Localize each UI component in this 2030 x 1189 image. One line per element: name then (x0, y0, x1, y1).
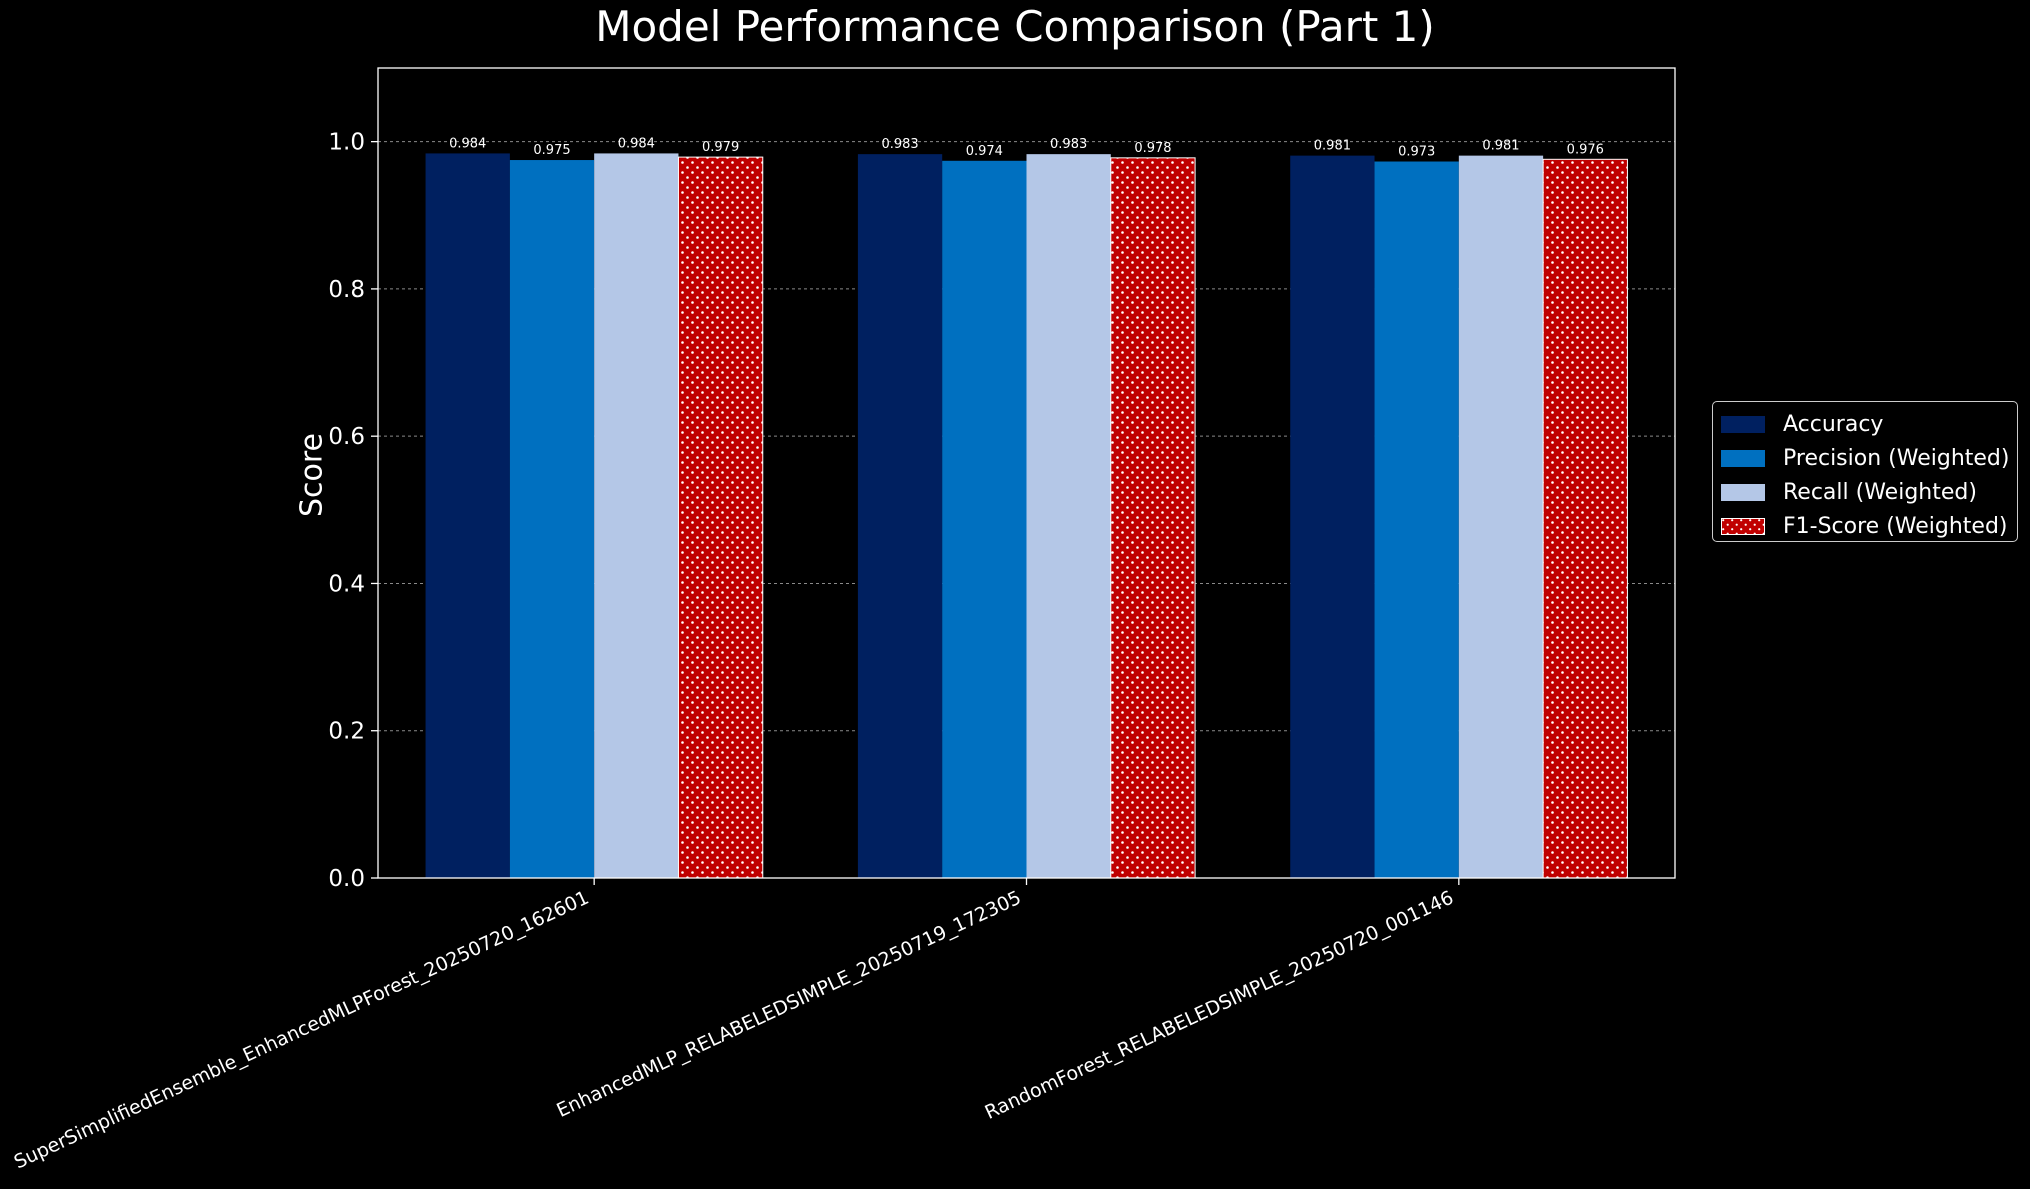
bar-precision-weighted-3 (1374, 161, 1459, 878)
data-label: 0.983 (881, 137, 918, 152)
bars (425, 153, 1628, 879)
y-tick-label: 0.6 (328, 424, 365, 450)
bar-f1-score-weighted-1 (677, 156, 764, 879)
data-labels: 0.984 0.975 0.984 0.979 0.983 0.974 0.983 0.978… (449, 136, 1604, 159)
legend-label-recall: Recall (Weighted) (1783, 479, 1977, 505)
bar-accuracy-2 (857, 154, 943, 878)
data-label: 0.983 (1050, 137, 1087, 152)
legend-swatch-accuracy (1721, 415, 1765, 433)
legend-item-accuracy: Accuracy (1713, 407, 2017, 441)
legend: Accuracy Precision (Weighted) Recall (We… (1712, 401, 2018, 542)
data-label: 0.981 (1314, 139, 1351, 154)
bar-accuracy-1 (425, 153, 510, 878)
y-tick-label: 0.2 (328, 719, 365, 745)
legend-item-precision: Precision (Weighted) (1713, 441, 2017, 475)
bar-recall-weighted-3 (1458, 155, 1544, 879)
data-label: 0.984 (449, 136, 486, 151)
legend-label-f1: F1-Score (Weighted) (1783, 513, 2008, 539)
data-label: 0.974 (966, 144, 1003, 159)
bar-f1-score-weighted-3 (1542, 158, 1628, 879)
bar-recall-weighted-2 (1026, 154, 1111, 878)
bar-f1-score-weighted-2 (1110, 157, 1196, 879)
bar-accuracy-3 (1290, 155, 1375, 879)
data-label: 0.979 (702, 140, 739, 155)
legend-swatch-recall (1721, 483, 1765, 501)
legend-item-f1: F1-Score (Weighted) (1713, 509, 2017, 543)
data-label: 0.984 (618, 136, 655, 151)
data-label: 0.976 (1567, 142, 1604, 157)
bar-precision-weighted-2 (942, 160, 1027, 879)
x-tick-label: SuperSimplifiedEnsemble_EnhancedMLPFores… (11, 887, 593, 1174)
legend-swatch-f1 (1721, 517, 1765, 535)
legend-item-recall: Recall (Weighted) (1713, 475, 2017, 509)
x-tick-label: EnhancedMLP_RELABELEDSIMPLE_20250719_172… (553, 887, 1024, 1122)
bar-precision-weighted-1 (509, 160, 595, 878)
data-label: 0.981 (1482, 139, 1519, 154)
legend-swatch-precision (1721, 449, 1765, 467)
data-label: 0.973 (1398, 145, 1435, 160)
y-tick-label: 0.0 (328, 866, 365, 892)
legend-label-precision: Precision (Weighted) (1783, 445, 2010, 471)
legend-label-accuracy: Accuracy (1783, 411, 1884, 437)
x-tick-label: RandomForest_RELABELEDSIMPLE_20250720_00… (982, 887, 1457, 1124)
plot-frame (377, 67, 1676, 879)
chart-title: Model Performance Comparison (Part 1) (595, 2, 1435, 51)
data-label: 0.978 (1134, 141, 1171, 156)
y-tick-label: 0.4 (328, 571, 365, 597)
y-tick-label: 1.0 (328, 130, 365, 156)
data-label: 0.975 (533, 143, 570, 158)
bar-recall-weighted-1 (594, 153, 679, 878)
y-tick-label: 0.8 (328, 277, 365, 303)
